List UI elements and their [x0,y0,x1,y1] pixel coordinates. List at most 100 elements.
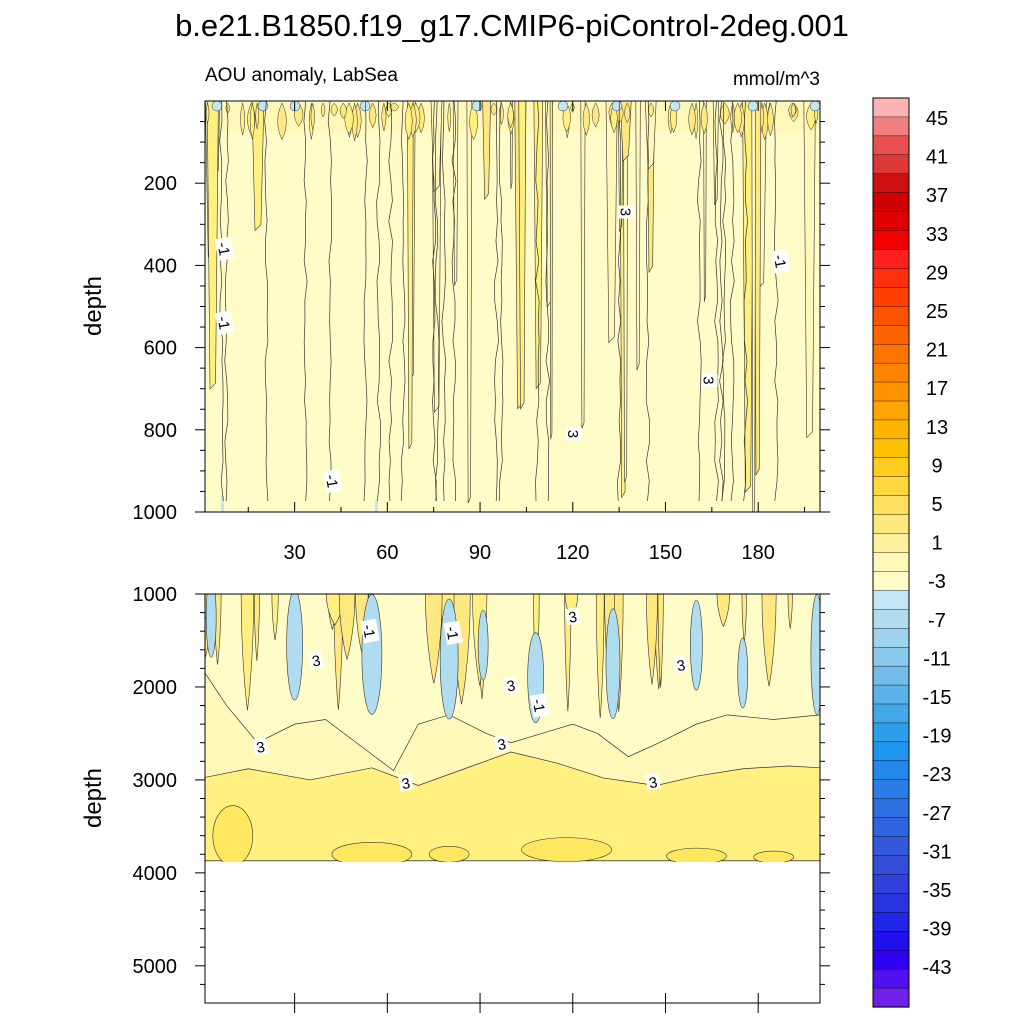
upper-surface-cell [381,102,387,132]
lower-deep-blob [666,847,727,862]
lower-negative-patch [439,598,459,720]
upper-contour-label-bg [701,373,718,387]
lower-contour-label-text: -1 [442,625,461,641]
upper-contour-line [721,101,727,502]
lower-negative-patch [477,609,489,681]
lower-negative-patch [605,608,621,720]
upper-contour-lines [219,101,779,502]
lower-contour-label-text: 3 [505,677,516,695]
lower-y-tick-label: 2000 [133,677,178,699]
colorbar-swatch [872,684,910,705]
upper-contour-label-text: 3 [700,376,717,384]
upper-contour-label: 3 [616,205,635,219]
lower-contour-label: 3 [502,676,519,696]
upper-contour-line [697,101,702,502]
colorbar-swatch [872,400,910,421]
colorbar-swatch [872,590,910,610]
lower-contour-label-bg [308,650,324,669]
lower-deep-band [205,751,820,862]
lower-negative-patch [737,637,749,709]
upper-contour-line [451,101,457,502]
upper-x-tick-label: 60 [376,542,398,564]
lower-contour-label-bg [502,676,519,695]
upper-contour-line [494,101,499,502]
upper-contour-line [400,101,406,502]
upper-y-tick-label: 800 [144,420,177,442]
figure-title: b.e21.B1850.f19_g17.CMIP6-piControl-2deg… [175,8,849,43]
lower-deep-blob [428,845,470,862]
upper-contour-label-text: -1 [770,253,789,269]
colorbar-label: -27 [923,803,952,825]
lower-contour-label: -1 [359,618,380,644]
upper-surface-cell [759,102,764,132]
lower-streak [646,594,658,685]
colorbar-label: -23 [923,764,952,786]
colorbar-swatch [872,192,910,213]
colorbar-swatch [872,211,910,232]
upper-surface-cell [255,102,259,130]
upper-streak [482,101,491,201]
lower-contour-label: 3 [672,655,689,675]
upper-negative-patch [809,101,820,112]
upper-contour-label: -1 [214,236,235,262]
colorbar-label: -7 [928,610,946,632]
lower-contour-label-bg [252,737,269,756]
upper-surface-cell [320,102,326,118]
upper-contour-line [714,101,719,502]
upper-x-tick-label: 30 [283,542,305,564]
colorbar-swatch [872,173,910,194]
upper-surface-cell [447,102,452,132]
upper-negative-patch [557,101,569,112]
lower-contour-label-bg [443,620,464,646]
upper-streak [751,101,756,512]
upper-plot-area [205,101,820,512]
upper-contour-line [545,101,550,502]
lower-y-axis-label: depth [80,768,107,828]
upper-negative-patch [221,496,224,512]
colorbar-swatch [872,949,910,970]
upper-y-tick-label: 200 [144,173,177,195]
lower-streak [787,594,793,629]
upper-contour-label: 3 [700,373,718,387]
upper-contour-label-bg [214,310,235,335]
colorbar-swatch [872,135,910,156]
colorbar-swatch [872,817,910,838]
upper-surface-cell [720,102,730,125]
upper-negative-patch [669,101,681,112]
upper-x-ticks: 30 60 90 120 150 180 [247,101,806,564]
colorbar-swatch [872,665,910,686]
lower-deep-blob [521,837,612,862]
lower-streak [761,594,777,687]
upper-right-label: mmol/m^3 [733,69,820,90]
lower-contour-label-bg [493,734,510,753]
colorbar-swatch [872,514,910,535]
lower-streak [716,594,730,628]
colorbar-swatch [872,495,910,516]
lower-y-tick-label: 1000 [133,584,178,606]
upper-contour-label: -1 [770,248,791,274]
colorbar-label: -35 [923,880,952,902]
upper-contour-label: 3 [564,427,582,441]
colorbar-swatch [872,306,910,326]
lower-plot-area [205,594,820,862]
upper-contour-label-text: -1 [322,473,341,489]
lower-contour-label: 3 [645,772,661,792]
upper-contour-line [264,101,269,502]
upper-contour-line [645,101,651,502]
colorbar-swatch [872,97,910,118]
lower-contour-labels: -1 -1 3 3 3 -1 3 3 3 3 3 [252,607,689,793]
upper-surface-cell [582,102,590,137]
colorbar-swatch [872,893,910,913]
colorbar: 45 41 37 33 29 25 21 17 13 9 5 1 -3 -7 -11 -15 -19 -23 -27… [872,97,952,1008]
upper-streak [703,101,707,302]
lower-contour-label: -1 [442,620,464,646]
colorbar-swatch [872,968,910,989]
lower-contour-label-text: 3 [567,609,578,627]
colorbar-swatch [872,987,910,1008]
lower-deep-blobs [212,805,794,862]
upper-panel: AOU anomaly, LabSea mmol/m^3 30 60 90 120 15… [80,65,830,564]
upper-negative-patch [611,101,623,112]
colorbar-swatch [872,931,910,951]
upper-contour-line [219,101,224,502]
upper-contour-streaks [205,101,819,512]
